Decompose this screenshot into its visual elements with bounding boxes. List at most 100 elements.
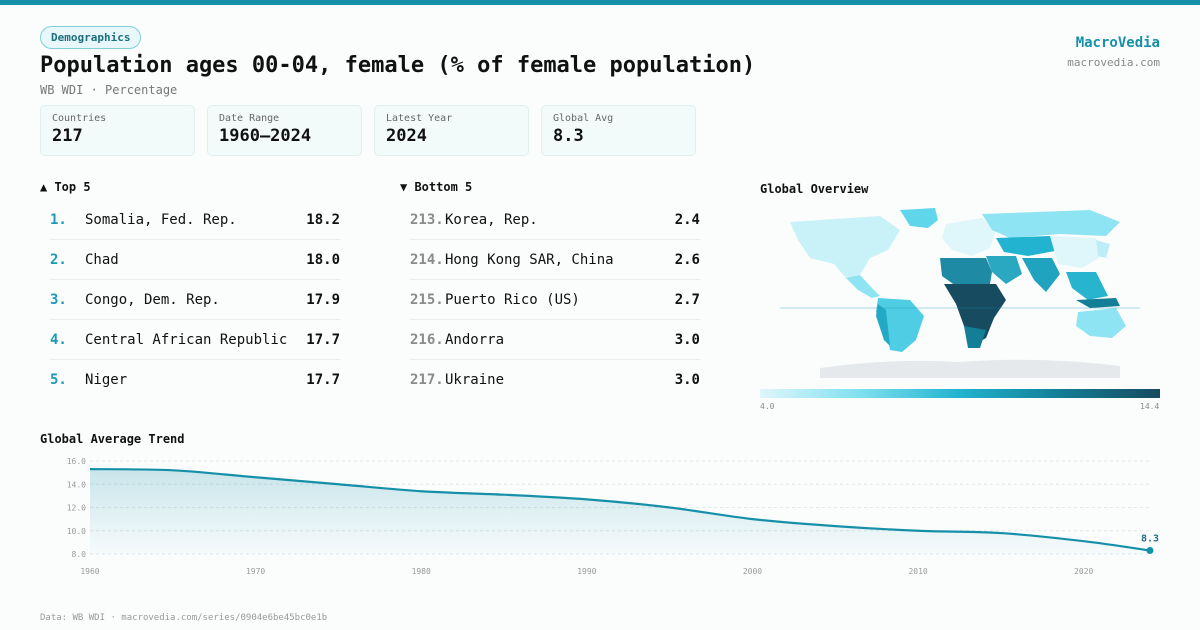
x-tick-label: 1960 xyxy=(80,567,99,576)
brand-url[interactable]: macrovedia.com xyxy=(1067,56,1160,69)
map-region-andes xyxy=(876,304,890,346)
country-value: 17.7 xyxy=(306,331,340,348)
footer-source: Data: WB WDI · macrovedia.com/series/090… xyxy=(40,613,328,623)
map-title: Global Overview xyxy=(760,182,869,196)
country-name: Korea, Rep. xyxy=(445,211,538,228)
world-choropleth-map[interactable] xyxy=(760,200,1160,385)
rank: 215. xyxy=(410,291,444,308)
rank: 4. xyxy=(50,331,67,348)
list-item[interactable]: 217. Ukraine 3.0 xyxy=(410,360,700,400)
country-name: Ukraine xyxy=(445,372,505,388)
map-region-australia xyxy=(1076,308,1126,338)
trend-area xyxy=(90,469,1150,554)
list-item[interactable]: 214. Hong Kong SAR, China 2.6 xyxy=(410,240,700,280)
brand-name[interactable]: MacroVedia xyxy=(1075,35,1160,51)
map-region-north-america xyxy=(790,216,900,278)
country-name: Andorra xyxy=(445,331,505,348)
bottom5-list: ▼ Bottom 5 213. Korea, Rep. 2.4 214. Hon… xyxy=(400,180,700,400)
map-region-middle-east xyxy=(986,256,1022,284)
list-item[interactable]: 5. Niger 17.7 xyxy=(50,360,340,400)
list-item[interactable]: 215. Puerto Rico (US) 2.7 xyxy=(410,280,700,320)
map-region-europe xyxy=(942,218,996,256)
map-region-antarctica xyxy=(820,359,1120,378)
map-region-east-asia-coast xyxy=(1096,240,1110,258)
rank: 2. xyxy=(50,251,67,268)
stat-value: 1960–2024 xyxy=(219,126,312,146)
stat-value: 2024 xyxy=(386,126,427,146)
rank: 5. xyxy=(50,372,67,388)
map-region-south-asia xyxy=(1022,258,1060,292)
trend-title: Global Average Trend xyxy=(40,432,185,446)
map-legend-min: 4.0 xyxy=(760,402,775,411)
stat-label: Countries xyxy=(52,113,107,124)
map-region-russia xyxy=(982,210,1120,238)
trend-line xyxy=(89,468,1151,552)
bottom5-heading: ▼ Bottom 5 xyxy=(400,180,473,194)
country-value: 2.6 xyxy=(674,251,700,268)
rank: 214. xyxy=(410,251,444,268)
stat-label: Latest Year xyxy=(386,113,453,124)
list-item[interactable]: 213. Korea, Rep. 2.4 xyxy=(410,200,700,240)
rank: 213. xyxy=(410,211,444,228)
stat-value: 8.3 xyxy=(553,126,584,146)
x-tick-label: 2010 xyxy=(908,567,927,576)
x-tick-label: 1970 xyxy=(246,567,265,576)
top-accent-bar xyxy=(0,0,1200,5)
country-value: 3.0 xyxy=(674,372,700,388)
category-tag[interactable]: Demographics xyxy=(40,26,142,49)
list-item[interactable]: 2. Chad 18.0 xyxy=(50,240,340,280)
top5-list: ▲ Top 5 1. Somalia, Fed. Rep. 18.2 2. Ch… xyxy=(40,180,340,400)
map-region-sub-saharan-africa xyxy=(944,284,1006,346)
map-region-central-asia xyxy=(996,236,1060,256)
map-region-mexico-central-america xyxy=(846,275,880,298)
country-value: 2.7 xyxy=(674,291,700,308)
stat-card-latest-year: Latest Year 2024 xyxy=(374,105,529,156)
x-tick-label: 1980 xyxy=(412,567,431,576)
map-region-north-africa xyxy=(940,258,992,286)
map-region-greenland xyxy=(900,208,938,228)
rank: 217. xyxy=(410,372,444,388)
country-value: 18.2 xyxy=(306,211,340,228)
y-tick-label: 12.0 xyxy=(67,504,86,513)
country-name: Chad xyxy=(85,251,119,268)
stat-value: 217 xyxy=(52,126,83,146)
stat-card-date-range: Date Range 1960–2024 xyxy=(207,105,362,156)
country-value: 3.0 xyxy=(674,331,700,348)
stat-cards: Countries 217 Date Range 1960–2024 Lates… xyxy=(40,105,696,156)
global-average-trend-chart[interactable]: 8.0 10.0 12.0 14.0 16.0 1960 1970 1980 1990 2000… xyxy=(40,450,1180,585)
list-item[interactable]: 1. Somalia, Fed. Rep. 18.2 xyxy=(50,200,340,240)
page-title: Population ages 00-04, female (% of fema… xyxy=(40,53,756,78)
rank: 1. xyxy=(50,211,67,228)
x-tick-label: 2020 xyxy=(1074,567,1093,576)
stat-card-countries: Countries 217 xyxy=(40,105,195,156)
stat-card-global-avg: Global Avg 8.3 xyxy=(541,105,696,156)
rank: 216. xyxy=(410,331,444,348)
country-value: 17.9 xyxy=(306,291,340,308)
brand: MacroVedia macrovedia.com xyxy=(1067,35,1160,69)
x-tick-label: 1990 xyxy=(577,567,596,576)
country-name: Somalia, Fed. Rep. xyxy=(85,211,237,228)
y-tick-label: 14.0 xyxy=(67,480,86,489)
list-item[interactable]: 3. Congo, Dem. Rep. 17.9 xyxy=(50,280,340,320)
y-tick-label: 16.0 xyxy=(67,457,86,466)
map-legend-max: 14.4 xyxy=(1140,402,1160,411)
stat-label: Date Range xyxy=(219,113,280,124)
page-subtitle: WB WDI · Percentage xyxy=(40,83,178,97)
y-tick-label: 8.0 xyxy=(72,550,87,559)
country-name: Hong Kong SAR, China xyxy=(445,251,614,268)
stat-label: Global Avg xyxy=(553,113,614,124)
list-item[interactable]: 4. Central African Republic 17.7 xyxy=(50,320,340,360)
trend-end-label: 8.3 xyxy=(1141,534,1159,545)
y-tick-label: 10.0 xyxy=(67,527,86,536)
map-region-china xyxy=(1050,236,1102,268)
rank: 3. xyxy=(50,291,67,308)
map-legend-gradient xyxy=(760,389,1160,398)
map-region-southern-africa xyxy=(964,326,986,348)
map-region-southeast-asia xyxy=(1066,272,1108,300)
trend-end-point xyxy=(1146,547,1154,555)
map-region-indonesia xyxy=(1076,298,1120,308)
list-item[interactable]: 216. Andorra 3.0 xyxy=(410,320,700,360)
x-tick-label: 2000 xyxy=(743,567,762,576)
country-name: Central African Republic xyxy=(85,331,288,348)
top5-heading: ▲ Top 5 xyxy=(40,180,91,194)
